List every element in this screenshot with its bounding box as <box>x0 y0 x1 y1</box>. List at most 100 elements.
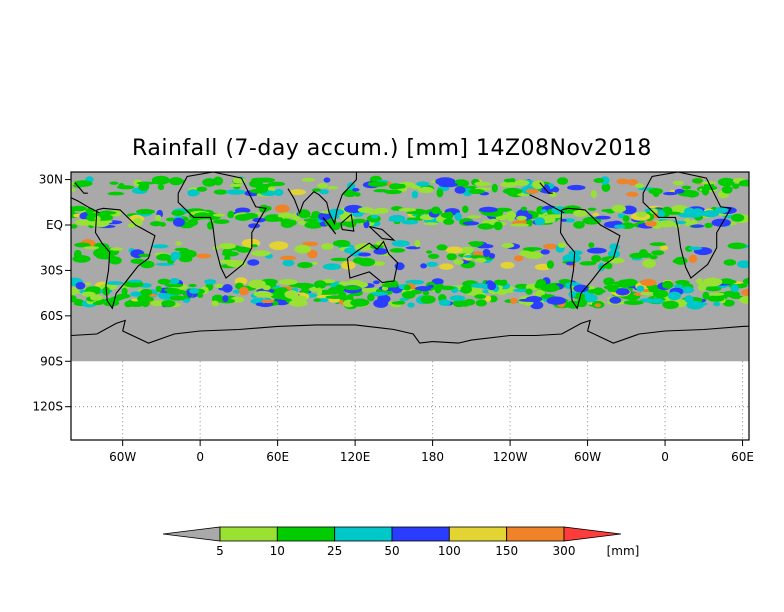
rain-cell <box>121 287 128 296</box>
rain-cell <box>485 295 492 302</box>
rain-cell <box>159 222 167 227</box>
lat-tick-label: 30S <box>40 263 63 277</box>
rain-cell <box>667 211 681 215</box>
rain-cell <box>109 181 119 185</box>
rain-cell <box>460 285 472 294</box>
rain-cell <box>468 189 485 194</box>
rain-cell <box>475 299 487 307</box>
rain-cell <box>730 284 739 293</box>
rain-cell <box>593 178 605 183</box>
rain-cell <box>414 239 421 248</box>
rain-cell <box>587 288 606 294</box>
rain-cell <box>423 222 439 226</box>
rain-cell <box>573 221 585 229</box>
legend-label: 5 <box>216 544 224 558</box>
rain-cell <box>247 259 260 266</box>
rain-cell <box>94 216 101 222</box>
rain-cell <box>513 255 524 262</box>
coastline <box>71 319 433 344</box>
rain-cell <box>702 277 723 287</box>
rain-cell <box>367 181 388 187</box>
rain-cell <box>410 289 422 295</box>
coastline <box>340 213 355 232</box>
rain-cell <box>312 188 322 192</box>
rain-cell <box>697 283 707 292</box>
rain-cell <box>516 209 529 217</box>
rain-cell <box>350 298 370 307</box>
rain-cell <box>454 186 466 194</box>
rain-cell <box>72 255 91 263</box>
rain-cell <box>607 250 621 258</box>
rain-cell <box>166 289 187 295</box>
rain-cell <box>595 215 611 220</box>
lon-tick-label: 180 <box>421 450 444 464</box>
rain-cell <box>730 213 745 222</box>
lon-tick-label: 60W <box>574 450 601 464</box>
rain-cell <box>124 282 144 288</box>
rain-cell <box>636 285 645 292</box>
lon-tick-label: 60W <box>109 450 136 464</box>
rain-cell <box>436 188 444 198</box>
rain-cell <box>500 261 515 269</box>
rain-cell <box>549 191 557 198</box>
rain-cell <box>250 244 258 248</box>
legend-label: 100 <box>438 544 461 558</box>
rain-cell <box>522 247 543 251</box>
rain-cell <box>269 241 289 251</box>
rain-cell <box>297 262 313 269</box>
rain-cell <box>418 186 434 194</box>
rain-cell <box>472 251 484 257</box>
rain-cell <box>727 242 747 250</box>
rain-cell <box>586 247 607 254</box>
rain-cell <box>161 300 176 308</box>
rain-cell <box>403 284 411 291</box>
rain-cell <box>196 186 208 192</box>
rain-cell <box>196 253 212 259</box>
rain-cell <box>84 282 92 286</box>
lon-tick-label: 120W <box>493 450 528 464</box>
rain-cell <box>373 248 388 255</box>
lat-tick-label: 30N <box>39 173 63 187</box>
rain-cell <box>211 300 219 307</box>
rain-cell <box>469 241 482 248</box>
rain-cell <box>503 178 515 183</box>
rain-cell <box>104 299 120 307</box>
rain-cell <box>391 301 405 305</box>
rain-cell <box>603 277 615 286</box>
rain-cell <box>303 218 319 223</box>
rain-cell <box>420 295 436 304</box>
rain-cell <box>73 180 93 187</box>
rain-cell <box>407 302 415 308</box>
lat-tick-label: 60S <box>40 309 63 323</box>
rain-cell <box>274 204 290 213</box>
rain-cell <box>650 208 658 215</box>
rain-cell <box>609 243 620 251</box>
rain-cell <box>474 181 490 187</box>
rain-cell <box>278 279 298 285</box>
rain-cell <box>622 278 638 287</box>
rain-cell <box>427 253 440 259</box>
map-title: Rainfall (7-day accum.) [mm] 14Z08Nov201… <box>132 136 652 161</box>
coastline <box>287 172 357 226</box>
rain-cell <box>479 206 498 213</box>
rain-cell <box>717 177 735 187</box>
rain-cell <box>171 179 186 184</box>
rain-cell <box>301 284 308 292</box>
rain-cell <box>462 221 480 226</box>
rain-cell <box>600 176 610 185</box>
rain-cell <box>649 255 658 260</box>
coastline <box>368 225 396 241</box>
rain-cell <box>204 279 217 285</box>
rain-cell <box>156 253 172 261</box>
rain-cell <box>301 177 316 182</box>
rain-cell <box>482 290 491 294</box>
rain-cell <box>222 295 229 303</box>
rain-cell <box>546 296 567 305</box>
rain-cell <box>319 189 329 195</box>
rain-cell <box>342 189 357 198</box>
rain-cell <box>545 214 564 219</box>
legend-label: 300 <box>553 544 576 558</box>
rain-cell <box>173 217 185 227</box>
rain-cell <box>164 283 183 288</box>
legend-unit: [mm] <box>607 544 640 558</box>
